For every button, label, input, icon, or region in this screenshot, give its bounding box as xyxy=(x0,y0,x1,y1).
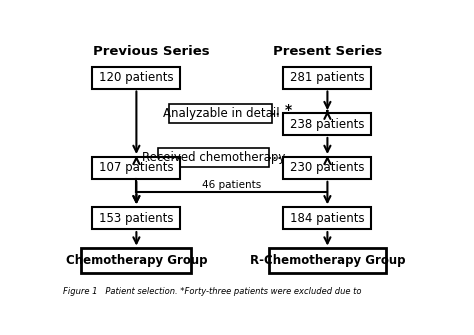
FancyBboxPatch shape xyxy=(82,249,191,273)
FancyBboxPatch shape xyxy=(283,67,372,88)
Text: Present Series: Present Series xyxy=(273,45,382,58)
FancyBboxPatch shape xyxy=(158,148,269,167)
Text: Chemotherapy Group: Chemotherapy Group xyxy=(65,254,207,267)
Text: Figure 1   Patient selection. *Forty-three patients were excluded due to: Figure 1 Patient selection. *Forty-three… xyxy=(63,286,361,295)
Text: *: * xyxy=(285,103,292,117)
Text: 238 patients: 238 patients xyxy=(290,118,365,131)
FancyBboxPatch shape xyxy=(283,157,372,179)
Text: 46 patients: 46 patients xyxy=(202,181,262,191)
FancyBboxPatch shape xyxy=(283,207,372,229)
Text: 120 patients: 120 patients xyxy=(99,71,173,84)
FancyBboxPatch shape xyxy=(92,67,181,88)
Text: 230 patients: 230 patients xyxy=(290,161,365,175)
FancyBboxPatch shape xyxy=(169,104,272,123)
Text: 107 patients: 107 patients xyxy=(99,161,173,175)
Text: Received chemotherapy: Received chemotherapy xyxy=(142,151,285,164)
FancyBboxPatch shape xyxy=(92,157,181,179)
FancyBboxPatch shape xyxy=(283,113,372,135)
Text: R-Chemotherapy Group: R-Chemotherapy Group xyxy=(250,254,405,267)
FancyBboxPatch shape xyxy=(92,207,181,229)
Text: 153 patients: 153 patients xyxy=(99,212,173,225)
Text: 184 patients: 184 patients xyxy=(290,212,365,225)
Text: 281 patients: 281 patients xyxy=(290,71,365,84)
Text: Previous Series: Previous Series xyxy=(93,45,210,58)
FancyBboxPatch shape xyxy=(269,249,386,273)
Text: Analyzable in detail: Analyzable in detail xyxy=(163,107,279,120)
